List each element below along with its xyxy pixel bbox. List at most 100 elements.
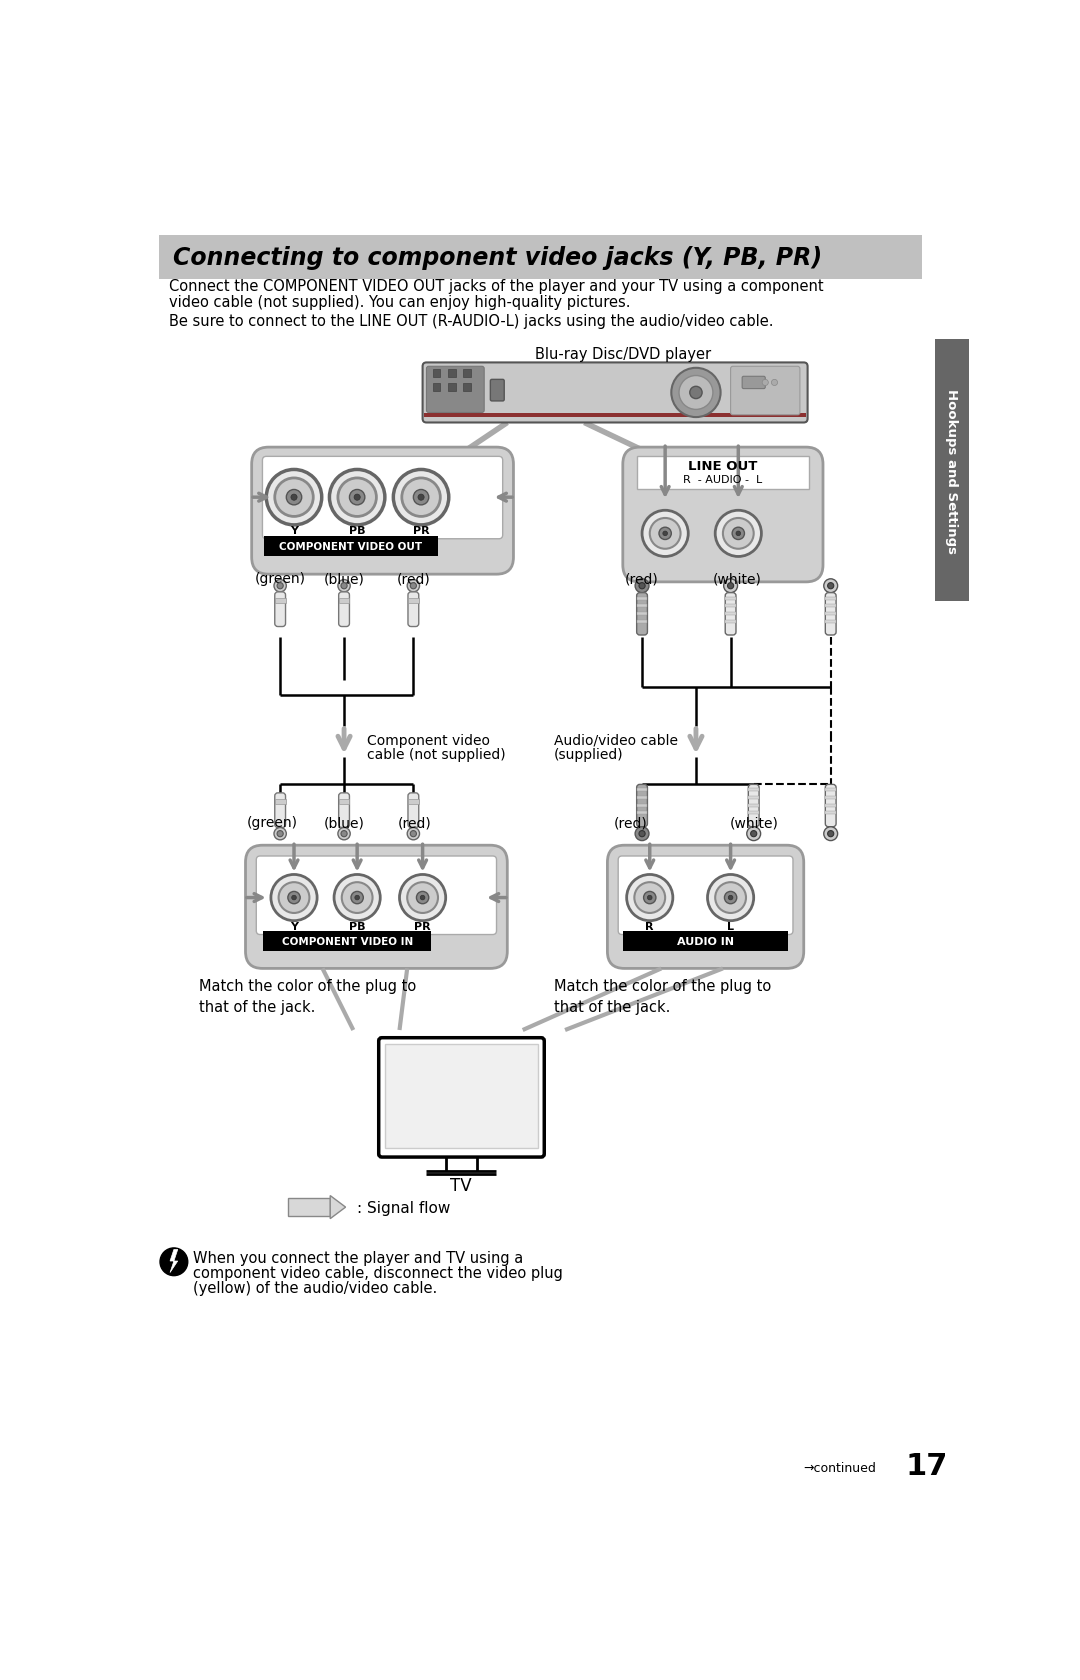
Circle shape bbox=[762, 380, 768, 386]
Circle shape bbox=[746, 827, 760, 842]
Bar bbox=[274, 598, 285, 603]
Circle shape bbox=[355, 895, 360, 900]
FancyBboxPatch shape bbox=[339, 593, 350, 627]
Circle shape bbox=[329, 470, 384, 526]
FancyBboxPatch shape bbox=[623, 449, 823, 583]
Circle shape bbox=[663, 533, 667, 536]
Circle shape bbox=[292, 895, 296, 900]
Circle shape bbox=[751, 832, 757, 837]
Circle shape bbox=[334, 875, 380, 921]
Text: PR: PR bbox=[413, 526, 430, 536]
Circle shape bbox=[338, 828, 350, 840]
FancyBboxPatch shape bbox=[274, 793, 285, 828]
Circle shape bbox=[715, 882, 746, 914]
FancyBboxPatch shape bbox=[262, 457, 502, 539]
Circle shape bbox=[354, 496, 361, 501]
Circle shape bbox=[824, 827, 838, 842]
Bar bbox=[748, 811, 759, 815]
Bar bbox=[825, 596, 836, 600]
Bar bbox=[725, 613, 735, 615]
Bar bbox=[637, 790, 647, 791]
Circle shape bbox=[659, 528, 672, 541]
Circle shape bbox=[827, 832, 834, 837]
Text: (red): (red) bbox=[613, 815, 647, 830]
Bar bbox=[825, 811, 836, 815]
Circle shape bbox=[274, 580, 286, 593]
FancyBboxPatch shape bbox=[339, 793, 350, 828]
Bar bbox=[825, 605, 836, 608]
Bar bbox=[463, 385, 471, 391]
Circle shape bbox=[635, 580, 649, 593]
Circle shape bbox=[735, 533, 741, 536]
Circle shape bbox=[690, 386, 702, 400]
FancyBboxPatch shape bbox=[637, 593, 647, 635]
Circle shape bbox=[679, 376, 713, 410]
Circle shape bbox=[650, 519, 680, 549]
Text: (red): (red) bbox=[399, 815, 432, 830]
Circle shape bbox=[420, 895, 424, 900]
Bar bbox=[408, 598, 419, 603]
FancyBboxPatch shape bbox=[256, 857, 497, 936]
Bar bbox=[637, 811, 647, 815]
Bar bbox=[825, 796, 836, 800]
Text: Connecting to component video jacks (Y, PB, PR): Connecting to component video jacks (Y, … bbox=[173, 245, 822, 270]
Circle shape bbox=[288, 892, 300, 904]
Circle shape bbox=[672, 368, 720, 418]
Circle shape bbox=[732, 528, 744, 541]
Circle shape bbox=[407, 828, 419, 840]
Bar bbox=[274, 800, 285, 805]
FancyBboxPatch shape bbox=[408, 593, 419, 627]
Text: TV: TV bbox=[450, 1176, 472, 1194]
Circle shape bbox=[338, 580, 350, 593]
Circle shape bbox=[647, 895, 652, 900]
Circle shape bbox=[410, 583, 417, 590]
FancyBboxPatch shape bbox=[427, 366, 484, 413]
Circle shape bbox=[639, 832, 645, 837]
Bar bbox=[339, 800, 350, 805]
Text: (supplied): (supplied) bbox=[554, 748, 623, 763]
Bar bbox=[637, 613, 647, 615]
Circle shape bbox=[274, 479, 313, 517]
Bar bbox=[408, 800, 419, 805]
FancyBboxPatch shape bbox=[637, 785, 647, 827]
Text: (blue): (blue) bbox=[324, 815, 364, 830]
Text: cable (not supplied): cable (not supplied) bbox=[367, 748, 505, 763]
Bar bbox=[384, 1045, 538, 1147]
Text: Y: Y bbox=[291, 922, 298, 931]
Text: (green): (green) bbox=[255, 571, 306, 586]
Text: When you connect the player and TV using a: When you connect the player and TV using… bbox=[193, 1250, 524, 1265]
Text: (white): (white) bbox=[729, 815, 778, 830]
FancyBboxPatch shape bbox=[825, 785, 836, 827]
Text: AUDIO IN: AUDIO IN bbox=[677, 937, 733, 948]
Bar bbox=[637, 605, 647, 608]
Circle shape bbox=[417, 892, 429, 904]
Circle shape bbox=[707, 875, 754, 921]
Circle shape bbox=[407, 580, 419, 593]
Circle shape bbox=[771, 380, 778, 386]
Text: Blu-ray Disc/DVD player: Blu-ray Disc/DVD player bbox=[535, 346, 711, 361]
Circle shape bbox=[274, 828, 286, 840]
Circle shape bbox=[715, 511, 761, 558]
Text: Component video: Component video bbox=[367, 732, 490, 748]
Circle shape bbox=[267, 470, 322, 526]
Text: Connect the COMPONENT VIDEO OUT jacks of the player and your TV using a componen: Connect the COMPONENT VIDEO OUT jacks of… bbox=[168, 279, 823, 294]
Circle shape bbox=[725, 892, 737, 904]
Text: component video cable, disconnect the video plug: component video cable, disconnect the vi… bbox=[193, 1265, 563, 1280]
FancyBboxPatch shape bbox=[245, 845, 508, 969]
FancyBboxPatch shape bbox=[825, 593, 836, 635]
Text: Match the color of the plug to
that of the jack.: Match the color of the plug to that of t… bbox=[554, 978, 771, 1015]
Text: Audio/video cable: Audio/video cable bbox=[554, 732, 677, 748]
Bar bbox=[433, 370, 441, 378]
Bar bbox=[934, 339, 970, 601]
Circle shape bbox=[341, 832, 347, 837]
Circle shape bbox=[410, 832, 417, 837]
Circle shape bbox=[626, 875, 673, 921]
FancyBboxPatch shape bbox=[730, 366, 800, 415]
Text: (blue): (blue) bbox=[324, 571, 364, 586]
Text: PB: PB bbox=[349, 922, 365, 931]
FancyBboxPatch shape bbox=[274, 593, 285, 627]
Circle shape bbox=[418, 496, 424, 501]
Bar bbox=[748, 796, 759, 800]
FancyBboxPatch shape bbox=[618, 857, 793, 936]
Bar bbox=[825, 805, 836, 806]
